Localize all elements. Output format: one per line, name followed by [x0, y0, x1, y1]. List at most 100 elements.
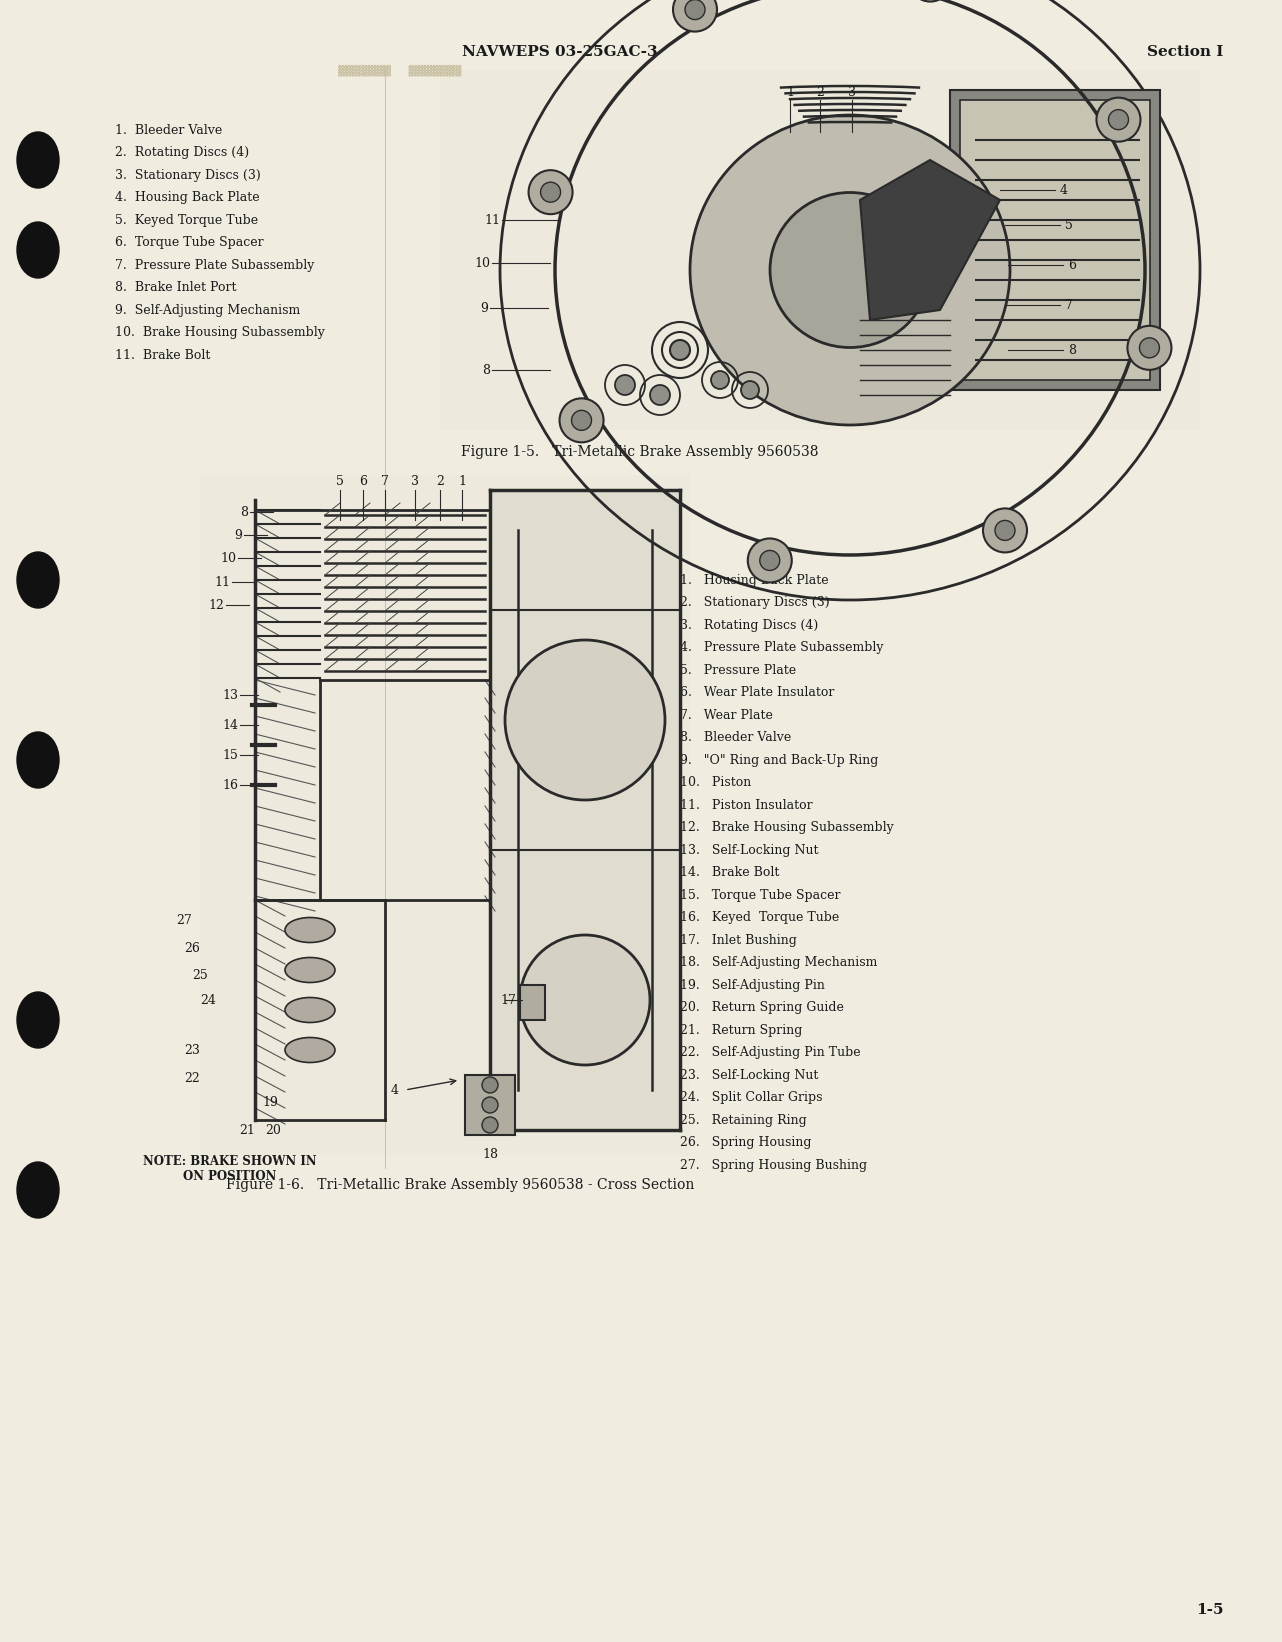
Text: 8: 8 [1068, 343, 1076, 356]
Bar [200, 475, 690, 1154]
Text: 15.   Torque Tube Spacer: 15. Torque Tube Spacer [679, 888, 841, 901]
Circle shape [685, 0, 705, 20]
Text: 1-5: 1-5 [1196, 1603, 1224, 1617]
Text: Figure 1-5.   Tri-Metallic Brake Assembly 9560538: Figure 1-5. Tri-Metallic Brake Assembly … [462, 445, 819, 460]
Text: 1: 1 [786, 85, 794, 99]
Bar [492, 493, 678, 1128]
Text: 6: 6 [1068, 258, 1076, 271]
Ellipse shape [285, 957, 335, 982]
Circle shape [760, 550, 779, 570]
Text: 10.   Piston: 10. Piston [679, 777, 751, 790]
Circle shape [1096, 97, 1141, 141]
Text: 27: 27 [176, 913, 192, 926]
Text: 3: 3 [412, 475, 419, 488]
Text: 16: 16 [222, 778, 238, 791]
Ellipse shape [770, 192, 929, 348]
Text: 8.   Bleeder Valve: 8. Bleeder Valve [679, 731, 791, 744]
Text: 11.   Piston Insulator: 11. Piston Insulator [679, 798, 813, 811]
Ellipse shape [17, 732, 59, 788]
Text: 4.  Housing Back Plate: 4. Housing Back Plate [115, 190, 260, 204]
Text: 9: 9 [481, 302, 488, 315]
Text: 14.   Brake Bolt: 14. Brake Bolt [679, 865, 779, 878]
Circle shape [482, 1097, 497, 1113]
Text: 25: 25 [192, 969, 208, 982]
Text: 1.   Housing Back Plate: 1. Housing Back Plate [679, 573, 828, 586]
Text: 26.   Spring Housing: 26. Spring Housing [679, 1136, 812, 1149]
Text: 27.   Spring Housing Bushing: 27. Spring Housing Bushing [679, 1159, 867, 1171]
Bar [440, 71, 1200, 430]
Circle shape [572, 410, 591, 430]
Text: 6.   Wear Plate Insulator: 6. Wear Plate Insulator [679, 686, 835, 699]
Text: 2.  Rotating Discs (4): 2. Rotating Discs (4) [115, 146, 249, 159]
Text: 6.  Torque Tube Spacer: 6. Torque Tube Spacer [115, 236, 264, 250]
Text: 26: 26 [185, 941, 200, 954]
Text: 5.   Pressure Plate: 5. Pressure Plate [679, 663, 796, 677]
Circle shape [482, 1117, 497, 1133]
Text: 19: 19 [262, 1095, 278, 1108]
Text: 25.   Retaining Ring: 25. Retaining Ring [679, 1113, 806, 1126]
Circle shape [983, 509, 1027, 552]
Text: 10.  Brake Housing Subassembly: 10. Brake Housing Subassembly [115, 327, 324, 338]
Text: Figure 1-6.   Tri-Metallic Brake Assembly 9560538 - Cross Section: Figure 1-6. Tri-Metallic Brake Assembly … [226, 1177, 694, 1192]
Text: 13.   Self-Locking Nut: 13. Self-Locking Nut [679, 844, 818, 857]
Ellipse shape [17, 131, 59, 187]
Text: 10: 10 [474, 256, 490, 269]
Text: 9.  Self-Adjusting Mechanism: 9. Self-Adjusting Mechanism [115, 304, 300, 317]
Circle shape [995, 521, 1015, 540]
Text: 8.  Brake Inlet Port: 8. Brake Inlet Port [115, 281, 236, 294]
Text: 18: 18 [482, 1148, 497, 1161]
Text: 1.  Bleeder Valve: 1. Bleeder Valve [115, 123, 222, 136]
Circle shape [559, 399, 604, 442]
Text: 7.  Pressure Plate Subassembly: 7. Pressure Plate Subassembly [115, 258, 314, 271]
Text: 11: 11 [485, 213, 500, 227]
Ellipse shape [17, 992, 59, 1048]
Circle shape [528, 171, 573, 213]
Ellipse shape [17, 552, 59, 608]
Text: 3: 3 [847, 85, 856, 99]
Polygon shape [860, 159, 1000, 320]
Text: 8: 8 [240, 506, 247, 519]
Text: 3.  Stationary Discs (3): 3. Stationary Discs (3) [115, 169, 260, 182]
Text: 22.   Self-Adjusting Pin Tube: 22. Self-Adjusting Pin Tube [679, 1046, 860, 1059]
Text: 22: 22 [185, 1072, 200, 1084]
Text: 12: 12 [208, 598, 224, 611]
Circle shape [1109, 110, 1128, 130]
Circle shape [520, 934, 650, 1066]
Text: 12.   Brake Housing Subassembly: 12. Brake Housing Subassembly [679, 821, 894, 834]
Text: 5: 5 [1065, 218, 1073, 232]
Circle shape [1127, 325, 1172, 369]
Text: 6: 6 [359, 475, 367, 488]
Text: 21: 21 [240, 1123, 255, 1136]
Ellipse shape [285, 918, 335, 943]
Text: 1: 1 [458, 475, 465, 488]
Text: 21.   Return Spring: 21. Return Spring [679, 1023, 803, 1036]
Circle shape [712, 371, 729, 389]
Text: 11: 11 [214, 575, 229, 588]
Text: 4.   Pressure Plate Subassembly: 4. Pressure Plate Subassembly [679, 640, 883, 654]
Circle shape [673, 0, 717, 31]
Text: 7.   Wear Plate: 7. Wear Plate [679, 708, 773, 721]
Text: 9: 9 [235, 529, 242, 542]
Text: 2: 2 [436, 475, 444, 488]
Text: 4: 4 [391, 1084, 399, 1097]
Text: 10: 10 [221, 552, 236, 565]
Circle shape [670, 340, 690, 360]
Text: 13: 13 [222, 688, 238, 701]
Text: 2.   Stationary Discs (3): 2. Stationary Discs (3) [679, 596, 829, 609]
FancyBboxPatch shape [960, 100, 1150, 379]
Text: ▓▓▓▓▓▓▓▓▓   ▓▓▓▓▓▓▓▓▓: ▓▓▓▓▓▓▓▓▓ ▓▓▓▓▓▓▓▓▓ [338, 64, 462, 76]
Text: 8: 8 [482, 363, 490, 376]
Text: 20: 20 [265, 1123, 281, 1136]
Text: 18.   Self-Adjusting Mechanism: 18. Self-Adjusting Mechanism [679, 956, 877, 969]
Text: 19.   Self-Adjusting Pin: 19. Self-Adjusting Pin [679, 979, 824, 992]
Text: 5: 5 [336, 475, 344, 488]
Text: Section I: Section I [1147, 44, 1223, 59]
Text: 9.   "O" Ring and Back-Up Ring: 9. "O" Ring and Back-Up Ring [679, 754, 878, 767]
Text: 11.  Brake Bolt: 11. Brake Bolt [115, 348, 210, 361]
Text: 23.   Self-Locking Nut: 23. Self-Locking Nut [679, 1069, 818, 1082]
Text: 14: 14 [222, 719, 238, 731]
Ellipse shape [17, 1163, 59, 1218]
Text: 24.   Split Collar Grips: 24. Split Collar Grips [679, 1090, 823, 1103]
Text: NAVWEPS 03-25GAC-3: NAVWEPS 03-25GAC-3 [463, 44, 658, 59]
Ellipse shape [285, 1038, 335, 1062]
